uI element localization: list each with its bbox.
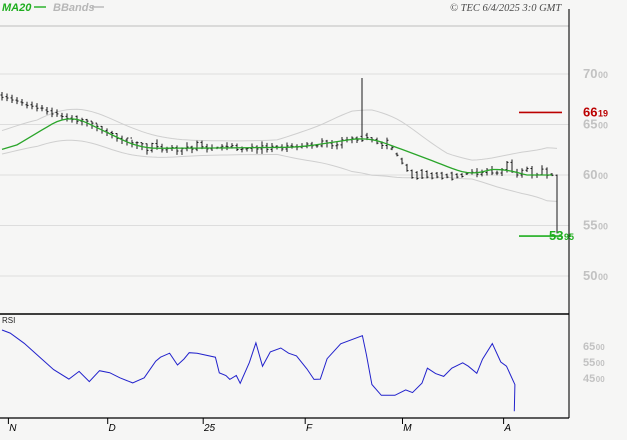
svg-text:N: N [9,423,17,434]
svg-text:25: 25 [203,423,216,434]
svg-text:F: F [306,423,313,434]
svg-text:M: M [403,423,412,434]
svg-text:BBands: BBands [53,2,95,14]
svg-text:D: D [109,423,116,434]
svg-text:MA20: MA20 [2,2,32,14]
svg-text:5500: 5500 [583,357,605,369]
svg-text:A: A [503,423,511,434]
svg-text:© TEC 6/4/2025 3:0 GMT: © TEC 6/4/2025 3:0 GMT [450,3,562,14]
svg-text:6500: 6500 [583,341,605,353]
svg-text:RSI: RSI [2,316,15,325]
svg-text:4500: 4500 [583,373,605,385]
